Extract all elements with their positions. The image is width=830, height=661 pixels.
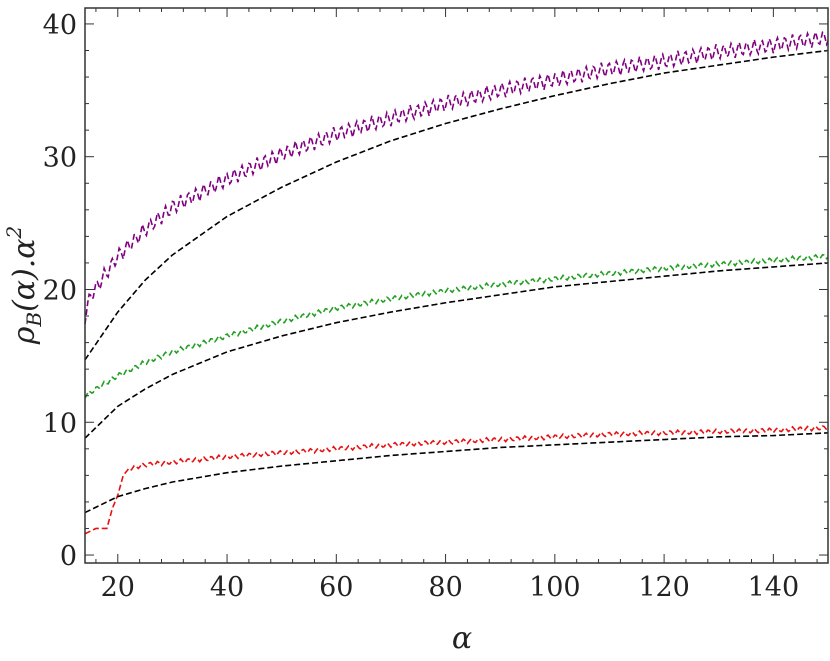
y-tick-label: 0 [60,541,77,572]
plot-frame [84,7,829,564]
series-line [84,49,829,361]
series-line [84,29,829,325]
series-line [84,432,829,514]
x-axis-title: α [452,621,472,656]
x-tick-label: 80 [428,572,462,603]
x-tick-label: 100 [529,572,581,603]
y-axis-title: ρB(α).α2 [2,226,46,346]
y-tick-label: 30 [43,143,77,174]
x-tick-label: 120 [638,572,690,603]
series-layer [84,29,829,535]
x-tick-label: 140 [748,572,800,603]
y-tick-label: 20 [43,275,77,306]
series-line [84,425,829,535]
x-tick-label: 20 [101,572,135,603]
series-line [84,253,829,399]
y-tick-label: 10 [43,408,77,439]
ticks-layer: 20 40 60 80 100 120 140 0 10 20 30 40 [43,8,828,603]
x-tick-label: 40 [210,572,244,603]
x-tick-label: 60 [319,572,353,603]
y-tick-label: 40 [43,10,77,41]
series-line [84,262,829,439]
